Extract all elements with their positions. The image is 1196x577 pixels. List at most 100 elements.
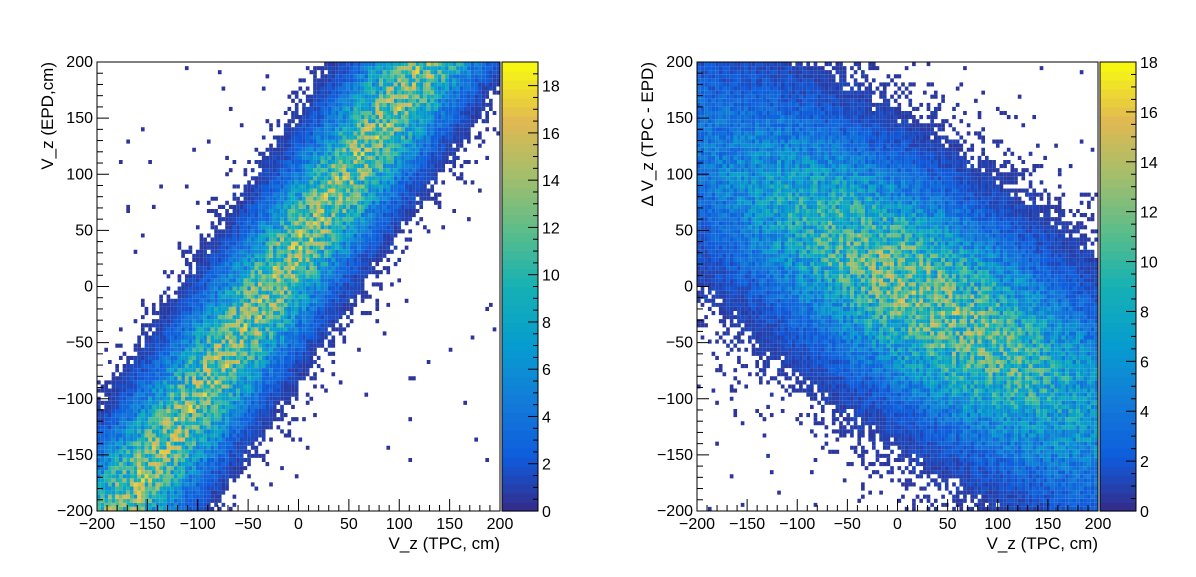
heatmap-cells <box>151 123 442 405</box>
heatmap-cells <box>1010 331 1015 336</box>
colorbar-segment <box>502 196 538 207</box>
colorbar-segment <box>502 223 538 234</box>
heatmap-cells <box>879 278 883 283</box>
x-tick-label: 100 <box>984 516 1011 533</box>
heatmap-cells <box>813 229 1007 348</box>
colorbar-segment <box>502 169 538 180</box>
heatmap-cells <box>955 310 960 316</box>
colorbar-segment <box>1100 70 1136 81</box>
colorbar-segment <box>1100 421 1136 431</box>
y-tick-label: 200 <box>66 54 93 71</box>
colorbar-segment <box>502 295 538 306</box>
colorbar-segment <box>502 88 538 99</box>
colorbar-segment <box>502 178 538 189</box>
colorbar-segment <box>1100 286 1136 297</box>
heatmap-cells <box>426 74 431 79</box>
heatmap-cells <box>864 262 880 275</box>
heatmap-cells <box>901 298 905 303</box>
heatmap-cells <box>704 74 1088 507</box>
heatmap-cells <box>1025 376 1029 381</box>
x-tick-label: −100 <box>180 516 216 533</box>
colorbar-segment <box>1100 322 1136 332</box>
heatmap-cells <box>151 106 416 491</box>
heatmap-cells <box>868 290 872 295</box>
heatmap-cells <box>912 266 916 271</box>
heatmap-cells <box>195 384 200 389</box>
heatmap-cells <box>777 221 781 226</box>
colorbar-segment <box>1100 196 1136 207</box>
colorbar-tick-label: 16 <box>542 126 560 143</box>
heatmap-cells <box>258 315 262 320</box>
heatmap-cells <box>133 449 163 487</box>
heatmap-cells <box>320 208 325 214</box>
heatmap-cells <box>1021 319 1026 324</box>
heatmap-cells <box>272 233 299 246</box>
colorbar-segment <box>502 268 538 279</box>
heatmap-cells <box>371 102 402 140</box>
heatmap-cells <box>977 331 982 336</box>
right-y-axis-label: Δ V_z (TPC - EPD) <box>638 62 657 207</box>
colorbar-segment <box>1100 142 1136 153</box>
heatmap-cells <box>941 343 945 348</box>
heatmap-cells <box>733 127 1084 475</box>
x-tick-label: 0 <box>893 516 902 533</box>
colorbar-segment <box>502 97 538 108</box>
colorbar-tick-label: 2 <box>1140 454 1149 471</box>
y-tick-label: −100 <box>57 391 93 408</box>
x-tick-label: 0 <box>294 516 303 533</box>
colorbar-segment <box>502 394 538 404</box>
heatmap-cells <box>155 90 442 401</box>
colorbar-segment <box>1100 223 1136 234</box>
colorbar-segment <box>1100 385 1136 395</box>
y-tick-label: 200 <box>666 54 693 71</box>
heatmap-cells <box>937 331 942 336</box>
heatmap-cells <box>959 274 964 279</box>
right-x-axis-label: V_z (TPC, cm) <box>987 534 1098 553</box>
heatmap-cells <box>948 294 953 299</box>
heatmap-cells <box>364 249 369 254</box>
colorbar-segment <box>502 79 538 90</box>
colorbar-segment <box>1100 106 1136 117</box>
heatmap-cells <box>919 282 924 287</box>
y-tick-label: 50 <box>675 222 693 239</box>
heatmap-cells <box>210 380 215 385</box>
colorbar-segment <box>502 385 538 395</box>
heatmap-cells <box>140 478 145 483</box>
heatmap-cells <box>324 196 328 201</box>
heatmap-cells <box>937 274 942 279</box>
colorbar-segment <box>502 286 538 297</box>
x-tick-label: −200 <box>679 516 715 533</box>
heatmap-cells <box>386 123 391 128</box>
heatmap-cells <box>871 278 876 283</box>
heatmap-cells <box>206 229 229 250</box>
heatmap-cells <box>320 217 325 222</box>
colorbar-tick-label: 12 <box>1140 205 1158 222</box>
heatmap-cells <box>1057 323 1062 328</box>
colorbar-segment <box>1100 403 1136 413</box>
colorbar-segment <box>1100 331 1136 341</box>
colorbar-segment <box>1100 367 1136 377</box>
heatmap-cells <box>225 364 229 369</box>
heatmap-cells <box>272 266 277 271</box>
colorbar-segment <box>1100 340 1136 350</box>
heatmap-cells <box>243 323 248 328</box>
y-tick-label: −200 <box>57 503 93 520</box>
heatmap-cells <box>225 335 229 340</box>
colorbar-segment <box>502 340 538 350</box>
heatmap-cells <box>254 339 259 344</box>
colorbar-segment <box>502 62 538 72</box>
heatmap-cells <box>291 262 295 267</box>
heatmap-cells <box>258 298 262 303</box>
heatmap-cells <box>97 74 446 499</box>
heatmap-cells <box>291 266 295 271</box>
colorbar-segment <box>1100 187 1136 198</box>
x-tick-label: 50 <box>340 516 358 533</box>
left-y-axis-label: V_z (EPD,cm) <box>38 62 57 170</box>
colorbar-segment <box>502 205 538 216</box>
x-tick-label: −100 <box>779 516 815 533</box>
y-tick-label: −50 <box>666 335 693 352</box>
colorbar-segment <box>1100 268 1136 279</box>
heatmap-cells <box>357 184 361 189</box>
heatmap-cells <box>937 270 942 275</box>
